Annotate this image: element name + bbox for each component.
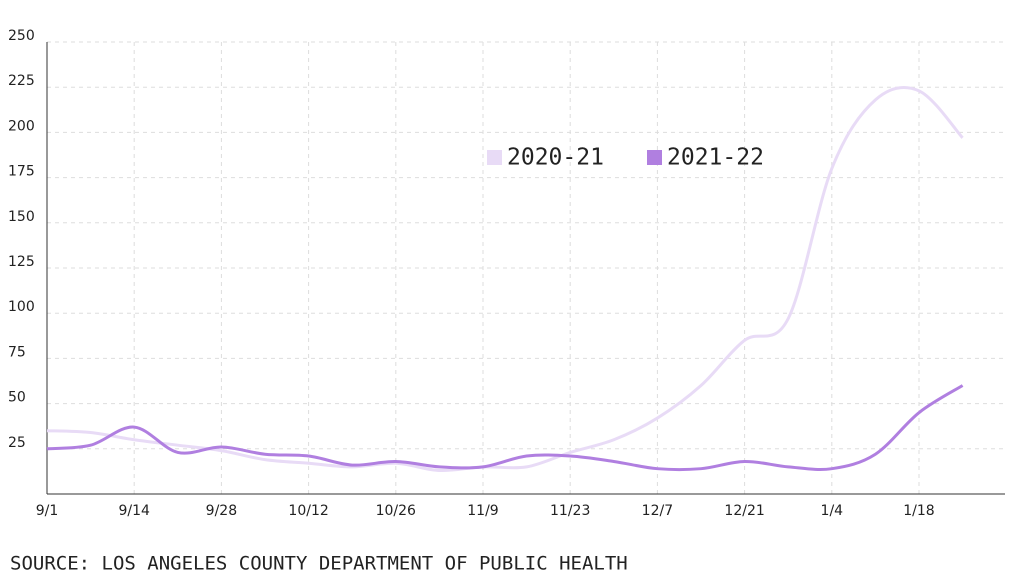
x-tick-label: 12/21 [724,503,764,519]
legend-swatch [487,150,502,165]
y-tick-label: 175 [8,164,35,180]
x-tick-label: 1/4 [821,503,844,519]
y-tick-label: 150 [8,209,35,225]
x-tick-label: 11/9 [467,503,498,519]
legend-label: 2021-22 [667,145,764,171]
x-tick-label: 12/7 [642,503,673,519]
y-tick-label: 125 [8,254,35,270]
y-tick-label: 25 [8,435,26,451]
y-tick-label: 250 [8,28,35,44]
x-tick-label: 11/23 [550,503,590,519]
x-tick-label: 1/18 [903,503,934,519]
legend-label: 2020-21 [507,145,604,171]
x-tick-label: 10/26 [376,503,416,519]
y-tick-label: 100 [8,299,35,315]
line-series [46,85,964,473]
y-tick-label: 75 [8,344,26,360]
y-tick-label: 200 [8,118,35,134]
x-tick-label: 9/14 [118,503,150,519]
y-tick-label: 50 [8,390,26,406]
line-series [46,384,964,472]
x-tick-label: 10/12 [288,503,328,519]
x-tick-label: 9/1 [36,503,59,519]
legend-swatch [647,150,662,165]
x-tick-label: 9/28 [206,503,237,519]
source-note: SOURCE: LOS ANGELES COUNTY DEPARTMENT OF… [10,553,628,575]
y-tick-label: 225 [8,73,35,89]
